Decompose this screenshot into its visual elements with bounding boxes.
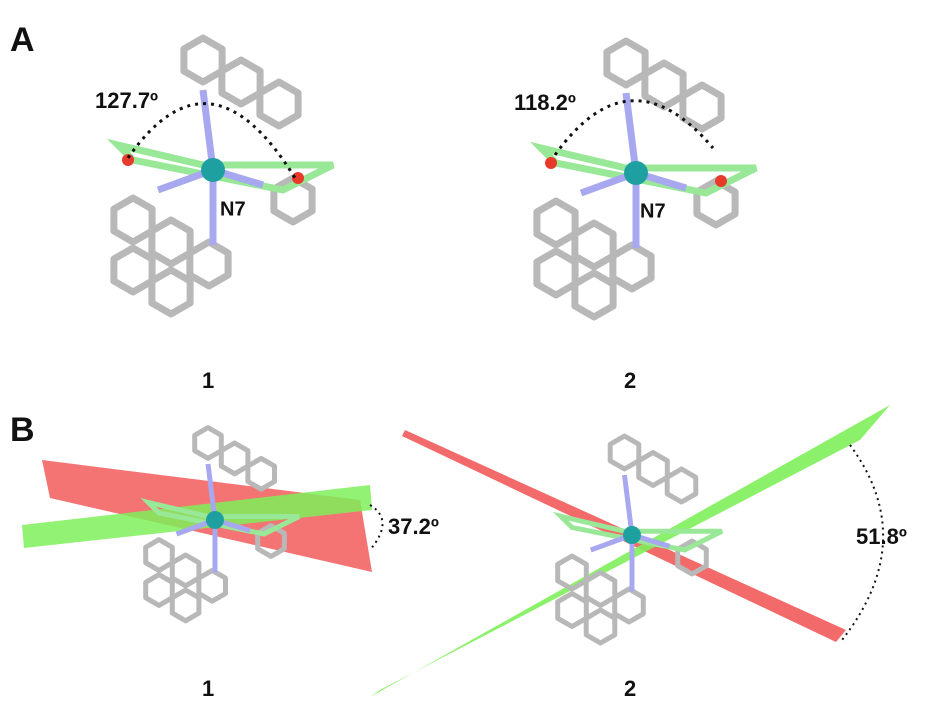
oxygen [715,175,727,187]
figure: A 127.7º N7 1 118.2º N7 2 B 37.2º 1 51.8… [0,0,936,707]
ring [221,443,248,474]
ring [607,41,645,85]
ring [184,38,222,82]
atom-label: N7 [640,200,666,222]
ring [586,610,615,643]
ring [639,453,668,486]
metal-atom [624,161,648,185]
bond [203,90,213,170]
atom-label: N7 [220,198,246,220]
ring [260,82,298,126]
compound-label: 2 [624,676,636,701]
ring [195,428,222,459]
ring [537,201,575,245]
metal-atom [201,158,225,182]
ring [586,573,615,606]
panel-label: B [10,411,35,449]
angle-label: 51.8º [856,524,907,549]
ring [575,223,613,267]
angle-label: 118.2º [514,90,576,115]
compound-label: 1 [202,676,214,701]
ring [114,248,152,292]
bond [625,475,633,535]
ring [152,220,190,264]
angle-label: 127.7º [95,88,158,113]
ring [152,270,190,314]
compound-label: 1 [202,368,214,393]
metal-atom [623,526,641,544]
ring [146,540,173,571]
ring [645,63,683,107]
ring [610,436,639,469]
oxygen [545,157,557,169]
ring [558,594,587,627]
ring [615,589,644,622]
ring [683,85,721,129]
ring [190,242,228,286]
ring [248,458,275,489]
panel-label: A [10,21,35,59]
bond [626,93,636,173]
angle-arc [370,505,383,550]
metal-atom [206,511,224,529]
ring [537,251,575,295]
angle-label: 37.2º [388,514,439,539]
compound-label: 2 [624,368,636,393]
ring [114,198,152,242]
ring [172,555,199,586]
ring [172,590,199,621]
ring [575,273,613,317]
ring [667,469,696,502]
ring [199,570,226,601]
ring [613,245,651,289]
ring [146,575,173,606]
ring [222,60,260,104]
